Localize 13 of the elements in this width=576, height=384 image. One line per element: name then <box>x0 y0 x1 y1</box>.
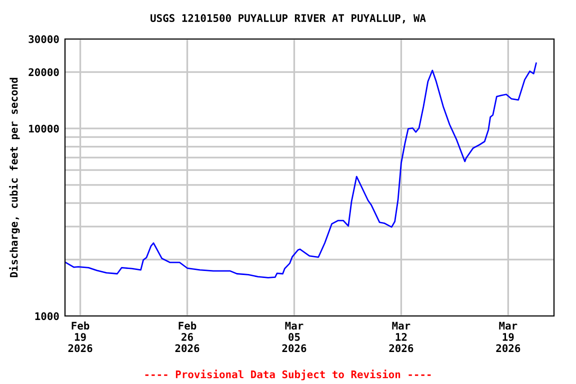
x-tick-label: Feb 19 2026 <box>68 322 92 352</box>
text: ---- Provisional Data Subject to Revision ---- <box>145 370 431 380</box>
y-tick-label: 20000 <box>28 68 59 76</box>
x-tick-label: Mar 12 2026 <box>389 322 414 352</box>
y-tick-label: 1000 <box>35 312 59 320</box>
x-tick-label: Mar 05 2026 <box>282 322 306 352</box>
y-axis-title: Discharge, cubic feet per second <box>9 78 20 278</box>
y-tick-label: 30000 <box>28 35 59 44</box>
y-tick-label: 10000 <box>29 124 59 133</box>
x-tick-label: Feb 26 2026 <box>175 322 200 352</box>
x-tick-label: Mar 19 2026 <box>496 322 520 352</box>
line-series <box>65 62 537 278</box>
chart-title: USGS 12101500 PUYALLUP RIVER AT PUYALLUP, WA <box>150 14 426 24</box>
